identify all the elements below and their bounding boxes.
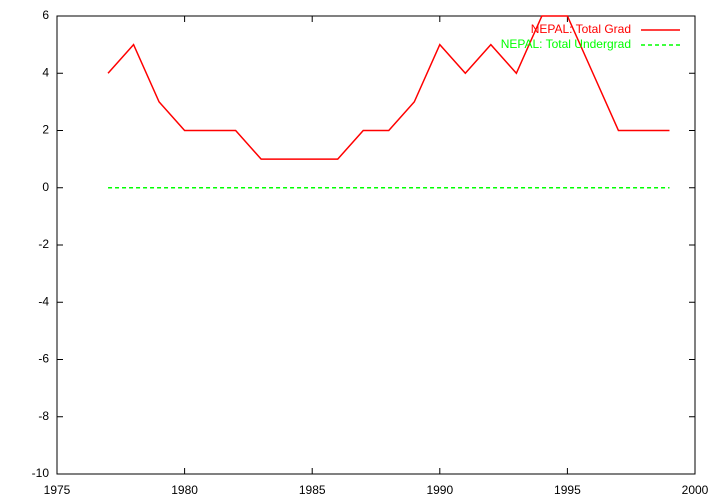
y-tick-label: -2 [38, 237, 49, 251]
y-tick-label: -8 [38, 409, 49, 423]
series-line [107, 15, 670, 160]
x-tick-label: 2000 [682, 483, 709, 497]
y-tick-label: -4 [38, 294, 49, 308]
x-tick-label: 1995 [554, 483, 581, 497]
y-tick-label: -10 [32, 466, 50, 480]
plot-frame [56, 15, 696, 475]
legend-label: NEPAL: Total Grad [531, 22, 631, 36]
y-tick-label: 4 [42, 65, 49, 79]
x-tick-label: 1975 [44, 483, 71, 497]
legend-label: NEPAL: Total Undergrad [501, 37, 631, 51]
x-tick-label: 1990 [426, 483, 453, 497]
x-tick-label: 1980 [171, 483, 198, 497]
y-tick-label: 0 [42, 180, 49, 194]
y-tick-label: 2 [42, 123, 49, 137]
y-tick-label: -6 [38, 352, 49, 366]
x-tick-label: 1985 [299, 483, 326, 497]
y-tick-label: 6 [42, 8, 49, 22]
